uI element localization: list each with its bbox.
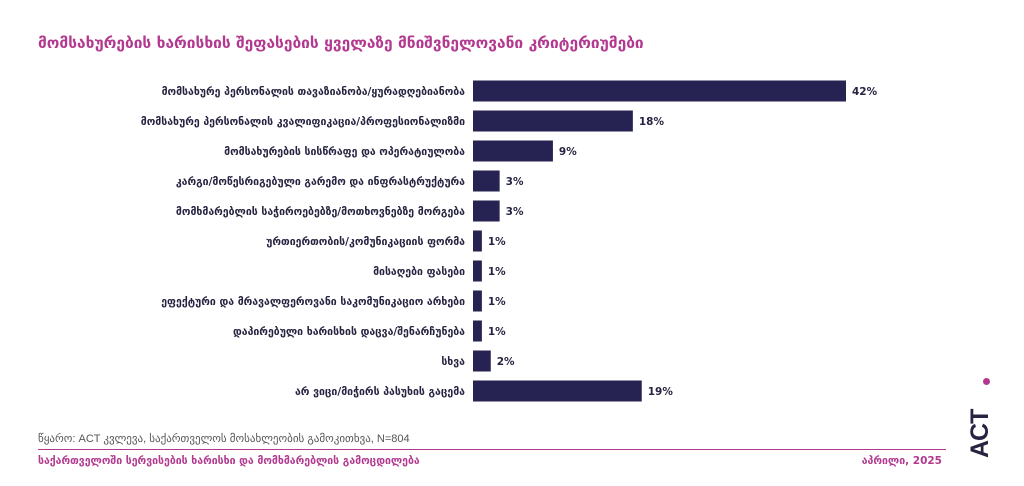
bar (473, 350, 491, 372)
bar (473, 110, 633, 132)
category-label: მომსახურების სისწრაფე და ოპერატიულობა (224, 146, 465, 158)
footer-date: აპრილი, 2025 (861, 455, 942, 467)
category-label: სხვა (441, 356, 465, 368)
category-label: მომსახურე პერსონალის კვალიფიკაცია/პროფეს… (141, 116, 465, 128)
value-label: 3% (506, 206, 524, 218)
category-label: არ ვიცი/მიჭირს პასუხის გაცემა (295, 386, 465, 398)
category-label: მისაღები ფასები (373, 266, 465, 278)
chart-title: მომსახურების ხარისხის შეფასების ყველაზე … (38, 34, 644, 52)
value-label: 1% (488, 296, 506, 308)
bar (473, 200, 500, 222)
value-label: 18% (639, 116, 665, 128)
category-label: კარგი/მოწესრიგებული გარემო და ინფრასტრუქ… (176, 176, 465, 188)
bar (473, 170, 500, 192)
act-logo-dot (983, 378, 990, 385)
value-label: 42% (852, 86, 878, 98)
value-label: 3% (506, 176, 524, 188)
bar (473, 260, 482, 282)
value-label: 1% (488, 266, 506, 278)
bar (473, 80, 846, 102)
category-label: მომხმარებლის საჭიროებებზე/მოთხოვნებზე მო… (176, 206, 465, 218)
source-note: წყარო: ACT კვლევა, საქართველოს მოსახლეობ… (38, 433, 410, 445)
value-label: 9% (559, 146, 577, 158)
bar (473, 290, 482, 312)
footer-report-title: საქართველოში სერვისების ხარისხი და მომხმ… (38, 455, 420, 467)
category-label: დაპირებული ხარისხის დაცვა/შენარჩუნება (233, 326, 465, 338)
act-logo-text: ACT (966, 409, 994, 458)
bar (473, 140, 553, 162)
footer-divider (38, 449, 946, 450)
category-label: მომსახურე პერსონალის თავაზიანობა/ყურადღე… (162, 86, 466, 98)
value-label: 1% (488, 326, 506, 338)
category-label: ურთიერთობის/კომუნიკაციის ფორმა (266, 236, 465, 248)
bar (473, 320, 482, 342)
act-logo: ACT (966, 376, 994, 458)
bar-chart: მომსახურე პერსონალის თავაზიანობა/ყურადღე… (141, 80, 878, 402)
value-label: 2% (497, 356, 515, 368)
value-label: 1% (488, 236, 506, 248)
bar (473, 380, 642, 402)
bar (473, 230, 482, 252)
category-label: ეფექტური და მრავალფეროვანი საკომუნიკაციო… (161, 296, 465, 308)
value-label: 19% (648, 386, 674, 398)
